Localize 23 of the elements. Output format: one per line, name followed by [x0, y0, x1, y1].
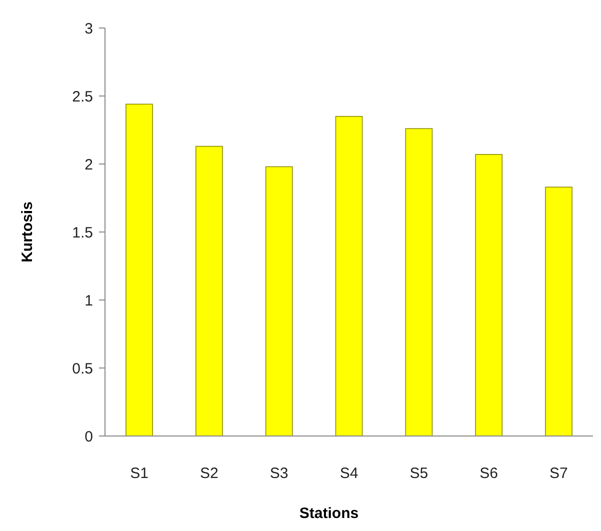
- y-tick-label: 2.5: [72, 88, 93, 106]
- bar: [335, 116, 363, 436]
- x-tick-label: S2: [200, 465, 218, 482]
- y-axis-title: Kurtosis: [19, 202, 36, 262]
- bar: [545, 186, 572, 436]
- bar: [475, 154, 503, 436]
- bar: [265, 166, 293, 436]
- x-tick-label: S6: [480, 465, 498, 482]
- x-axis-title: Stations: [299, 505, 359, 522]
- bar: [195, 146, 223, 436]
- bar: [405, 128, 433, 436]
- bar: [126, 104, 153, 436]
- x-tick-label: S5: [410, 465, 428, 482]
- x-tick-label: S1: [130, 465, 148, 482]
- y-tick-label: 1.5: [72, 224, 93, 242]
- y-tick-label: 0: [84, 428, 93, 446]
- x-tick-label: S3: [270, 465, 288, 482]
- x-tick-label: S7: [550, 465, 568, 482]
- y-tick-label: 3: [84, 20, 93, 38]
- y-tick-label: 0.5: [72, 360, 93, 378]
- y-tick-label: 1: [84, 292, 93, 310]
- x-tick-label: S4: [340, 465, 358, 482]
- y-tick-label: 2: [84, 156, 93, 174]
